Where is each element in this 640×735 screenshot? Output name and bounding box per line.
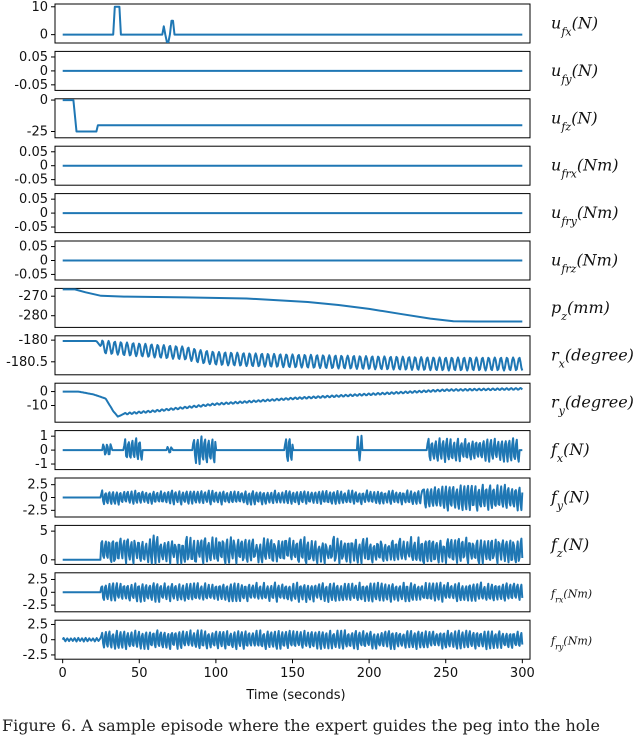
- panel-frame: [54, 98, 531, 139]
- y-tick-label: 0.05: [19, 50, 48, 65]
- y-tick-label: -0.05: [14, 267, 48, 282]
- y-tick-label: -2.5: [23, 648, 48, 663]
- y-tick-label: -0.05: [14, 173, 48, 188]
- x-axis-label: Time (seconds): [245, 688, 345, 703]
- series-line-fry: [61, 629, 524, 651]
- panel-label-ufz: ufz(N): [551, 108, 598, 133]
- panel-fz: 5 0 fz(N): [40, 524, 589, 568]
- x-tick-label: 100: [203, 666, 228, 681]
- series-line-fz: [62, 534, 524, 565]
- panel-label-fry: fry(Nm): [550, 635, 592, 652]
- panel-ufry: 0.050-0.05 ufry(Nm): [14, 192, 618, 235]
- panels: 010ufx(N)0.050-0.05ufy(N)0-25ufz(N)0.050…: [6, 0, 634, 663]
- y-tick-label: 0: [40, 28, 48, 43]
- y-tick-label: 0.05: [19, 145, 48, 160]
- x-tick-label: 200: [357, 666, 382, 681]
- panel-label-fx: fx(N): [550, 440, 590, 465]
- panel-label-fz: fz(N): [550, 535, 589, 560]
- series-line-fx: [62, 434, 523, 466]
- series-line-ufz: [62, 99, 523, 133]
- y-tick-label: 0: [40, 443, 48, 458]
- y-tick-label: -0.05: [14, 220, 48, 235]
- y-tick-label: -0.05: [14, 78, 48, 93]
- y-tick-label: 0: [40, 93, 48, 108]
- panel-label-pz: pz(mm): [551, 298, 610, 323]
- y-tick-label: 0: [40, 159, 48, 174]
- panel-frx: 2.50-2.5 frx(Nm): [23, 572, 592, 613]
- panel-label-ufrz: ufrz(Nm): [551, 251, 618, 276]
- series-line-rx: [62, 339, 524, 372]
- x-tick-label: 250: [433, 666, 458, 681]
- panel-label-ry: ry(degree): [551, 393, 634, 418]
- panel-ufrz: 0.050-0.05 ufrz(Nm): [14, 240, 618, 283]
- panel-ufy: 0.050-0.05 ufy(N): [14, 50, 598, 93]
- y-tick-label: 2.5: [27, 572, 48, 587]
- panel-frame: [54, 3, 531, 44]
- panel-label-rx: rx(degree): [551, 345, 634, 370]
- y-tick-label: 0.05: [19, 192, 48, 207]
- y-tick-label: 0: [40, 553, 48, 568]
- series-line-frx: [62, 581, 524, 603]
- y-tick-label: 1: [40, 429, 48, 444]
- panel-label-frx: frx(Nm): [550, 587, 592, 604]
- panel-pz: -270 -280 pz(mm): [18, 287, 610, 328]
- panel-rx: -180 -180.5 rx(degree): [6, 333, 634, 376]
- y-tick-label: 0: [40, 633, 48, 648]
- x-tick-label: 150: [280, 666, 305, 681]
- y-tick-label: 0: [40, 64, 48, 79]
- series-line-fy: [62, 483, 524, 512]
- y-tick-label: 2.5: [27, 478, 48, 493]
- y-tick-label: 0: [40, 491, 48, 506]
- x-axis: 0 50 100 150 200 250 300: [59, 659, 535, 681]
- series-line-pz: [62, 288, 523, 323]
- y-tick-label: -270: [18, 289, 48, 304]
- panel-frame: [54, 382, 531, 423]
- panel-label-ufry: ufry(Nm): [551, 203, 619, 228]
- panel-label-ufrx: ufrx(Nm): [551, 156, 619, 181]
- panel-frame: [54, 335, 531, 376]
- panel-frame: [54, 524, 531, 565]
- y-tick-label: 0: [40, 254, 48, 269]
- y-tick-label: 2.5: [27, 617, 48, 632]
- figure-caption: Figure 6. A sample episode where the exp…: [2, 716, 600, 735]
- y-tick-label: -10: [27, 398, 48, 413]
- y-tick-label: -2.5: [23, 598, 48, 613]
- x-tick-label: 0: [59, 666, 67, 681]
- panel-fy: 2.50-2.5 fy(N): [23, 477, 590, 518]
- panel-frame: [54, 287, 531, 328]
- panel-ry: 0-10 ry(degree): [27, 382, 634, 423]
- y-tick-label: -280: [18, 309, 48, 324]
- panel-ufz: 0 -25 ufz(N): [27, 93, 598, 139]
- y-tick-label: 5: [40, 524, 48, 539]
- x-tick-label: 300: [510, 666, 535, 681]
- panel-ufrx: 0.050-0.05 ufrx(Nm): [14, 145, 618, 188]
- series-line-ufx: [62, 5, 523, 43]
- panel-label-ufy: ufy(N): [551, 61, 598, 86]
- y-tick-label: 0.05: [19, 240, 48, 255]
- x-tick-label: 50: [131, 666, 148, 681]
- y-tick-label: -180: [18, 333, 48, 348]
- y-tick-label: -1: [35, 457, 48, 472]
- y-tick-label: -25: [27, 125, 48, 140]
- panel-label-fy: fy(N): [550, 488, 590, 513]
- panel-ufx: 0 10 ufx(N): [31, 0, 598, 44]
- series-line-ry: [62, 387, 524, 418]
- y-tick-label: 0: [40, 385, 48, 400]
- panel-fry: 2.50-2.5 fry(Nm): [23, 617, 592, 662]
- y-tick-label: -2.5: [23, 503, 48, 518]
- panel-label-ufx: ufx(N): [551, 14, 598, 39]
- y-tick-label: 10: [31, 0, 48, 15]
- y-tick-label: 0: [40, 206, 48, 221]
- y-tick-label: 0: [40, 585, 48, 600]
- panel-fx: 10-1 fx(N): [35, 429, 590, 472]
- y-tick-label: -180.5: [6, 355, 48, 370]
